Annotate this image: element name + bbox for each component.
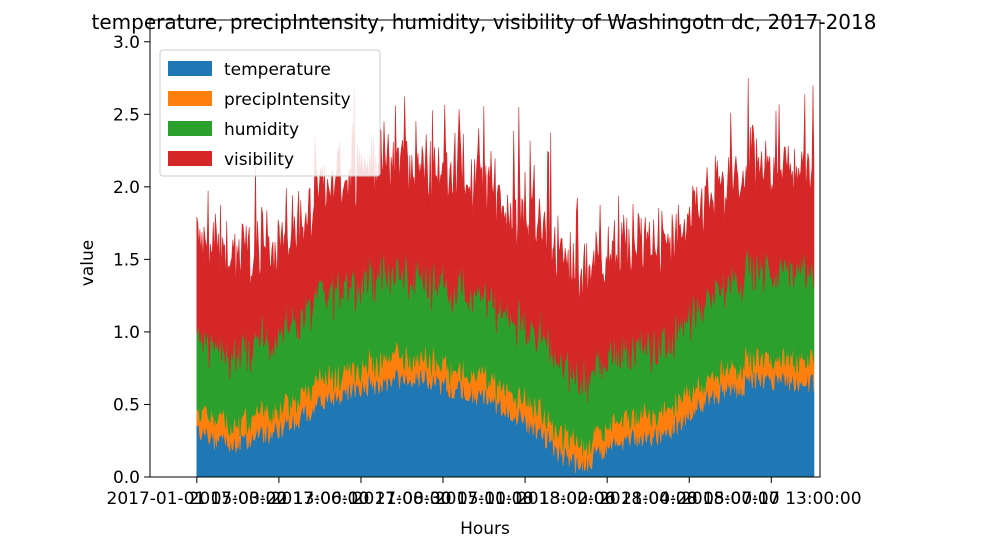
legend: temperature precipIntensity humidity visibi… <box>159 49 381 177</box>
x-tick-label: 2018-04-28 05:00:00 <box>599 489 780 509</box>
y-tick-label: 1.5 <box>113 250 140 270</box>
series-areas <box>196 77 815 478</box>
y-tick-label: 1.0 <box>113 323 140 343</box>
y-tick-label: 2.5 <box>113 105 140 125</box>
x-tick-label: 2017-03-22 13:00:00 <box>189 489 370 509</box>
legend-box <box>159 49 381 177</box>
legend-label-humidity: humidity <box>224 120 299 140</box>
y-tick-label: 2.0 <box>113 178 140 198</box>
x-tick-label: 2018-02-06 21:00:00 <box>517 489 698 509</box>
legend-label-precipintensity: precipIntensity <box>224 90 351 110</box>
y-tick-label: 3.0 <box>113 33 140 53</box>
x-tick-label: 2017-11-18 13:00:00 <box>435 489 616 509</box>
legend-swatch-precipintensity <box>168 91 212 106</box>
x-tick-label: 2017-08-30 05:00:00 <box>353 489 534 509</box>
area-visibility <box>196 77 815 403</box>
legend-swatch-temperature <box>168 61 212 76</box>
plot-frame <box>149 19 821 478</box>
legend-label-visibility: visibility <box>224 150 294 170</box>
x-axis-label: Hours <box>460 519 510 539</box>
y-tick-label: 0.0 <box>113 468 140 488</box>
chart-title: temperature, precipIntensity, humidity, … <box>92 10 877 34</box>
y-tick-label: 0.5 <box>113 395 140 415</box>
legend-label-temperature: temperature <box>224 60 331 80</box>
y-axis-label: value <box>78 240 98 286</box>
x-tick-label: 2018-07-17 13:00:00 <box>681 489 862 509</box>
y-axis: 0.0 0.5 1.0 1.5 2.0 2.5 3.0 <box>113 33 150 488</box>
legend-swatch-humidity <box>168 121 212 136</box>
x-tick-label: 2017-01-01 05:00:00 <box>107 489 288 509</box>
legend-swatch-visibility <box>168 151 212 166</box>
x-tick-label: 2017-06-10 21:00:00 <box>271 489 452 509</box>
